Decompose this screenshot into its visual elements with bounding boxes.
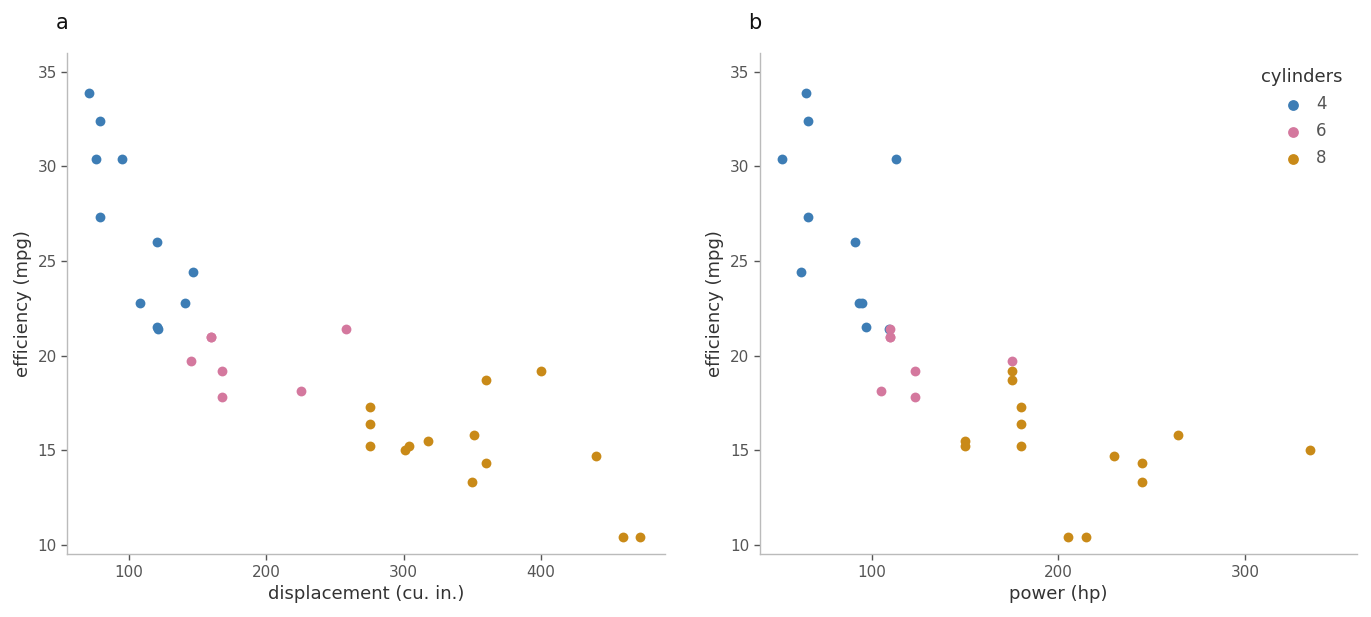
6: [289, 386, 311, 396]
8: [613, 532, 635, 542]
8: [629, 532, 651, 542]
Y-axis label: efficiency (mpg): efficiency (mpg): [14, 230, 32, 377]
4: [89, 116, 111, 126]
4: [790, 267, 812, 277]
8: [531, 366, 553, 376]
4: [845, 237, 866, 247]
X-axis label: displacement (cu. in.): displacement (cu. in.): [267, 585, 465, 603]
4: [174, 297, 196, 307]
4: [798, 116, 820, 126]
4: [145, 322, 167, 332]
4: [129, 297, 151, 307]
Text: a: a: [55, 13, 69, 33]
4: [89, 212, 111, 222]
Y-axis label: efficiency (mpg): efficiency (mpg): [706, 230, 724, 377]
6: [211, 366, 233, 376]
8: [1131, 478, 1153, 487]
4: [795, 88, 817, 97]
4: [847, 297, 869, 307]
6: [879, 332, 901, 342]
8: [585, 451, 607, 461]
6: [211, 392, 233, 402]
8: [359, 441, 381, 451]
6: [871, 386, 893, 396]
4: [798, 212, 820, 222]
4: [145, 237, 167, 247]
8: [954, 436, 976, 445]
8: [1131, 458, 1153, 468]
6: [335, 324, 356, 334]
4: [78, 88, 100, 97]
8: [359, 402, 381, 412]
8: [359, 419, 381, 429]
6: [180, 356, 202, 366]
4: [771, 154, 792, 164]
8: [1001, 375, 1023, 385]
X-axis label: power (hp): power (hp): [1009, 585, 1108, 603]
8: [418, 436, 440, 445]
6: [879, 324, 901, 334]
6: [1001, 356, 1023, 366]
8: [1010, 419, 1032, 429]
6: [903, 392, 925, 402]
8: [476, 375, 498, 385]
8: [1010, 441, 1032, 451]
8: [1057, 532, 1079, 542]
4: [182, 267, 204, 277]
8: [463, 430, 485, 440]
8: [1167, 430, 1189, 440]
8: [1300, 445, 1322, 455]
Text: b: b: [747, 13, 761, 33]
4: [886, 154, 908, 164]
8: [398, 441, 420, 451]
Legend: 4, 6, 8: 4, 6, 8: [1254, 61, 1349, 174]
4: [851, 297, 873, 307]
8: [476, 458, 498, 468]
4: [856, 322, 877, 332]
4: [877, 324, 899, 334]
6: [200, 332, 222, 342]
8: [462, 478, 484, 487]
8: [1075, 532, 1097, 542]
4: [147, 324, 169, 334]
4: [111, 154, 133, 164]
6: [903, 366, 925, 376]
8: [1010, 402, 1032, 412]
4: [85, 154, 107, 164]
6: [200, 332, 222, 342]
8: [1104, 451, 1126, 461]
8: [954, 441, 976, 451]
8: [393, 445, 415, 455]
6: [879, 332, 901, 342]
8: [1001, 366, 1023, 376]
